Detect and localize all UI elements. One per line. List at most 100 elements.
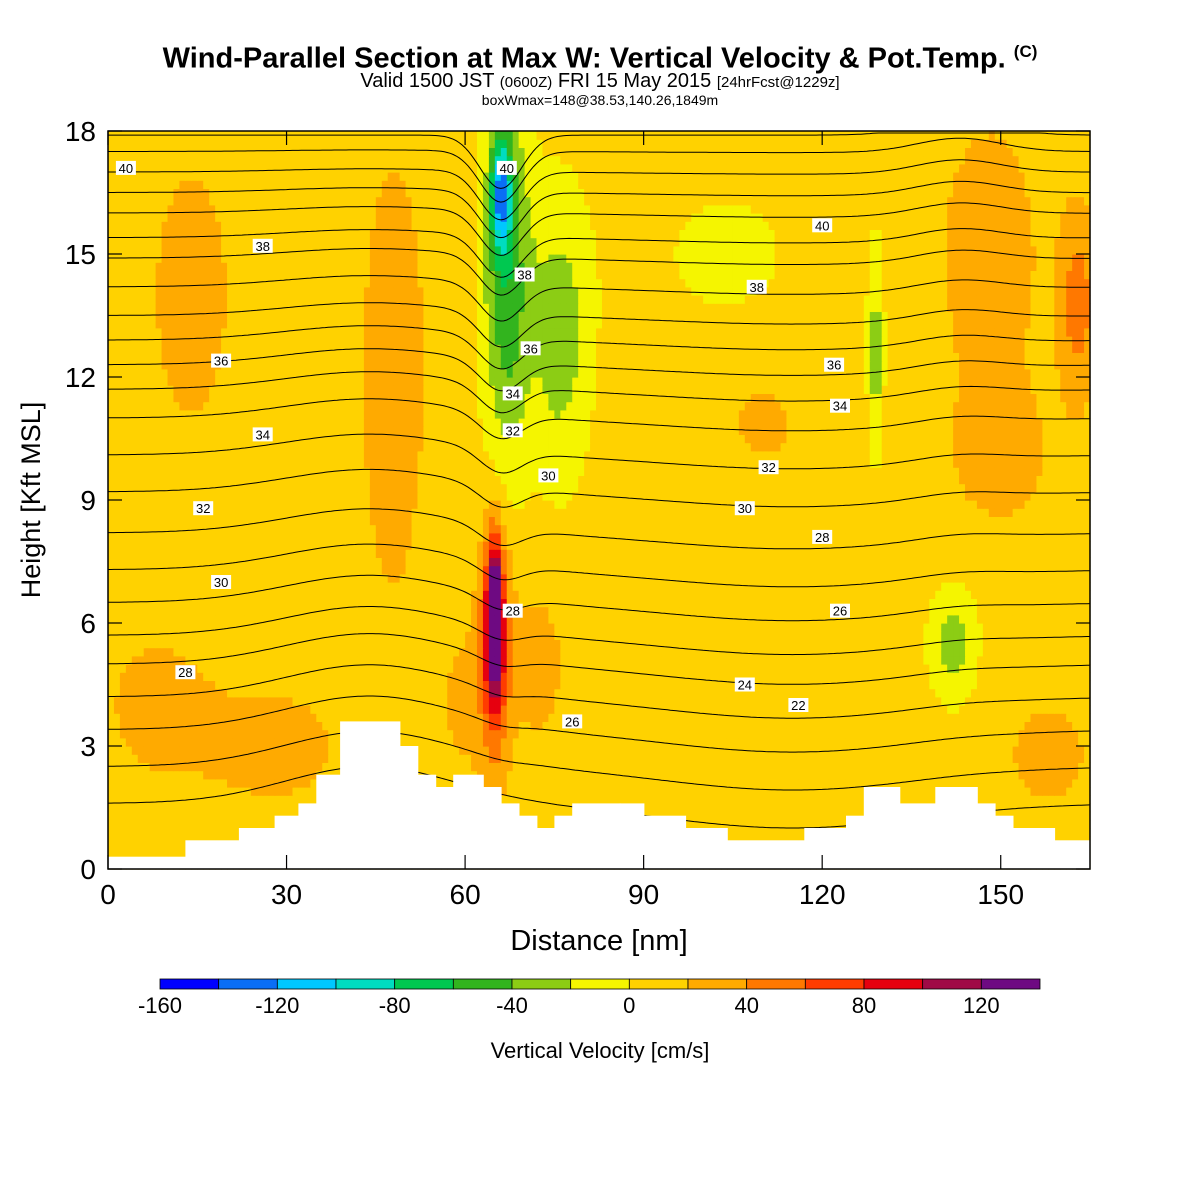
heat-cell — [465, 705, 472, 714]
heat-cell — [149, 746, 157, 755]
heat-cell — [792, 828, 799, 837]
heat-cell — [1012, 655, 1020, 665]
heat-cell — [108, 688, 115, 698]
heat-cell — [328, 680, 335, 690]
heat-cell — [697, 737, 704, 747]
heat-cell — [167, 664, 175, 673]
heat-cell — [328, 639, 335, 649]
heat-cell — [845, 737, 853, 747]
heat-cell — [548, 672, 555, 681]
heat-cell — [673, 754, 680, 763]
heat-cell — [280, 795, 288, 804]
heat-cell — [976, 770, 984, 780]
heat-cell — [988, 623, 996, 632]
heat-cell — [1030, 737, 1038, 747]
heat-cell — [768, 737, 776, 747]
heat-cell — [113, 631, 121, 640]
heat-cell — [625, 696, 633, 706]
heat-cell — [887, 705, 895, 714]
heat-cell — [988, 672, 996, 681]
heat-cell — [221, 811, 228, 821]
heat-cell — [1024, 754, 1032, 763]
heat-cell — [780, 754, 788, 763]
heat-cell — [530, 655, 538, 665]
heat-cell — [762, 639, 770, 649]
heat-cell — [363, 639, 371, 649]
heat-cell — [500, 639, 508, 649]
heat-cell — [857, 688, 865, 698]
heat-cell — [887, 762, 895, 772]
heat-cell — [482, 770, 490, 780]
heat-cell — [643, 647, 651, 657]
heat-cell — [923, 754, 930, 763]
heat-cell — [512, 778, 520, 788]
heat-cell — [762, 721, 770, 731]
heat-cell — [363, 705, 371, 714]
heat-cell — [447, 770, 454, 780]
heat-cell — [738, 770, 746, 780]
heat-cell — [1018, 680, 1026, 690]
heat-cell — [215, 713, 222, 722]
heat-cell — [816, 688, 823, 698]
heat-cell — [417, 664, 425, 673]
heat-cell — [530, 639, 538, 649]
heat-cell — [119, 819, 127, 829]
heat-cell — [441, 729, 448, 739]
heat-cell — [1012, 746, 1020, 755]
heat-cell — [232, 737, 240, 747]
heat-cell — [625, 672, 633, 681]
heat-cell — [143, 696, 151, 706]
heat-cell — [631, 778, 639, 788]
heat-cell — [965, 721, 972, 731]
heat-cell — [387, 647, 395, 657]
heat-cell — [1006, 688, 1014, 698]
heat-cell — [435, 729, 442, 739]
heat-cell — [774, 696, 782, 706]
heat-cell — [685, 655, 692, 665]
heat-cell — [316, 639, 323, 649]
heat-cell — [929, 655, 936, 665]
heat-cell — [167, 639, 175, 649]
heat-cell — [625, 623, 633, 632]
heat-cell — [238, 631, 246, 640]
heat-cell — [1042, 688, 1049, 698]
heat-cell — [274, 721, 282, 731]
heat-cell — [768, 623, 776, 632]
heat-cell — [822, 762, 829, 772]
heat-cell — [667, 696, 674, 706]
heat-cell — [816, 672, 823, 681]
heat-cell — [518, 762, 526, 772]
heat-cell — [786, 795, 794, 804]
heat-cell — [149, 713, 157, 722]
heat-cell — [1072, 746, 1079, 755]
heat-cell — [822, 737, 829, 747]
heat-cell — [506, 696, 514, 706]
heat-cell — [500, 721, 508, 731]
heat-cell — [905, 795, 913, 804]
heat-cell — [197, 762, 204, 772]
heat-cell — [869, 631, 877, 640]
heat-cell — [601, 696, 609, 706]
heat-cell — [590, 737, 597, 747]
heat-cell — [965, 639, 972, 649]
heat-cell — [548, 795, 555, 804]
heat-cell — [268, 672, 276, 681]
heat-cell — [1060, 746, 1067, 755]
heat-cell — [697, 803, 704, 813]
heat-cell — [947, 639, 954, 649]
heat-cell — [113, 688, 121, 698]
heat-cell — [131, 819, 139, 829]
heat-cell — [1042, 639, 1049, 649]
heat-cell — [935, 770, 942, 780]
heat-cell — [572, 705, 579, 714]
heat-cell — [298, 705, 305, 714]
heat-cell — [161, 672, 169, 681]
heat-cell — [947, 655, 954, 665]
heat-cell — [1066, 811, 1073, 821]
heat-cell — [209, 811, 216, 821]
heat-cell — [625, 688, 633, 698]
heat-cell — [792, 721, 799, 731]
heat-cell — [822, 623, 829, 632]
heat-cell — [631, 737, 639, 747]
heat-cell — [215, 705, 222, 714]
